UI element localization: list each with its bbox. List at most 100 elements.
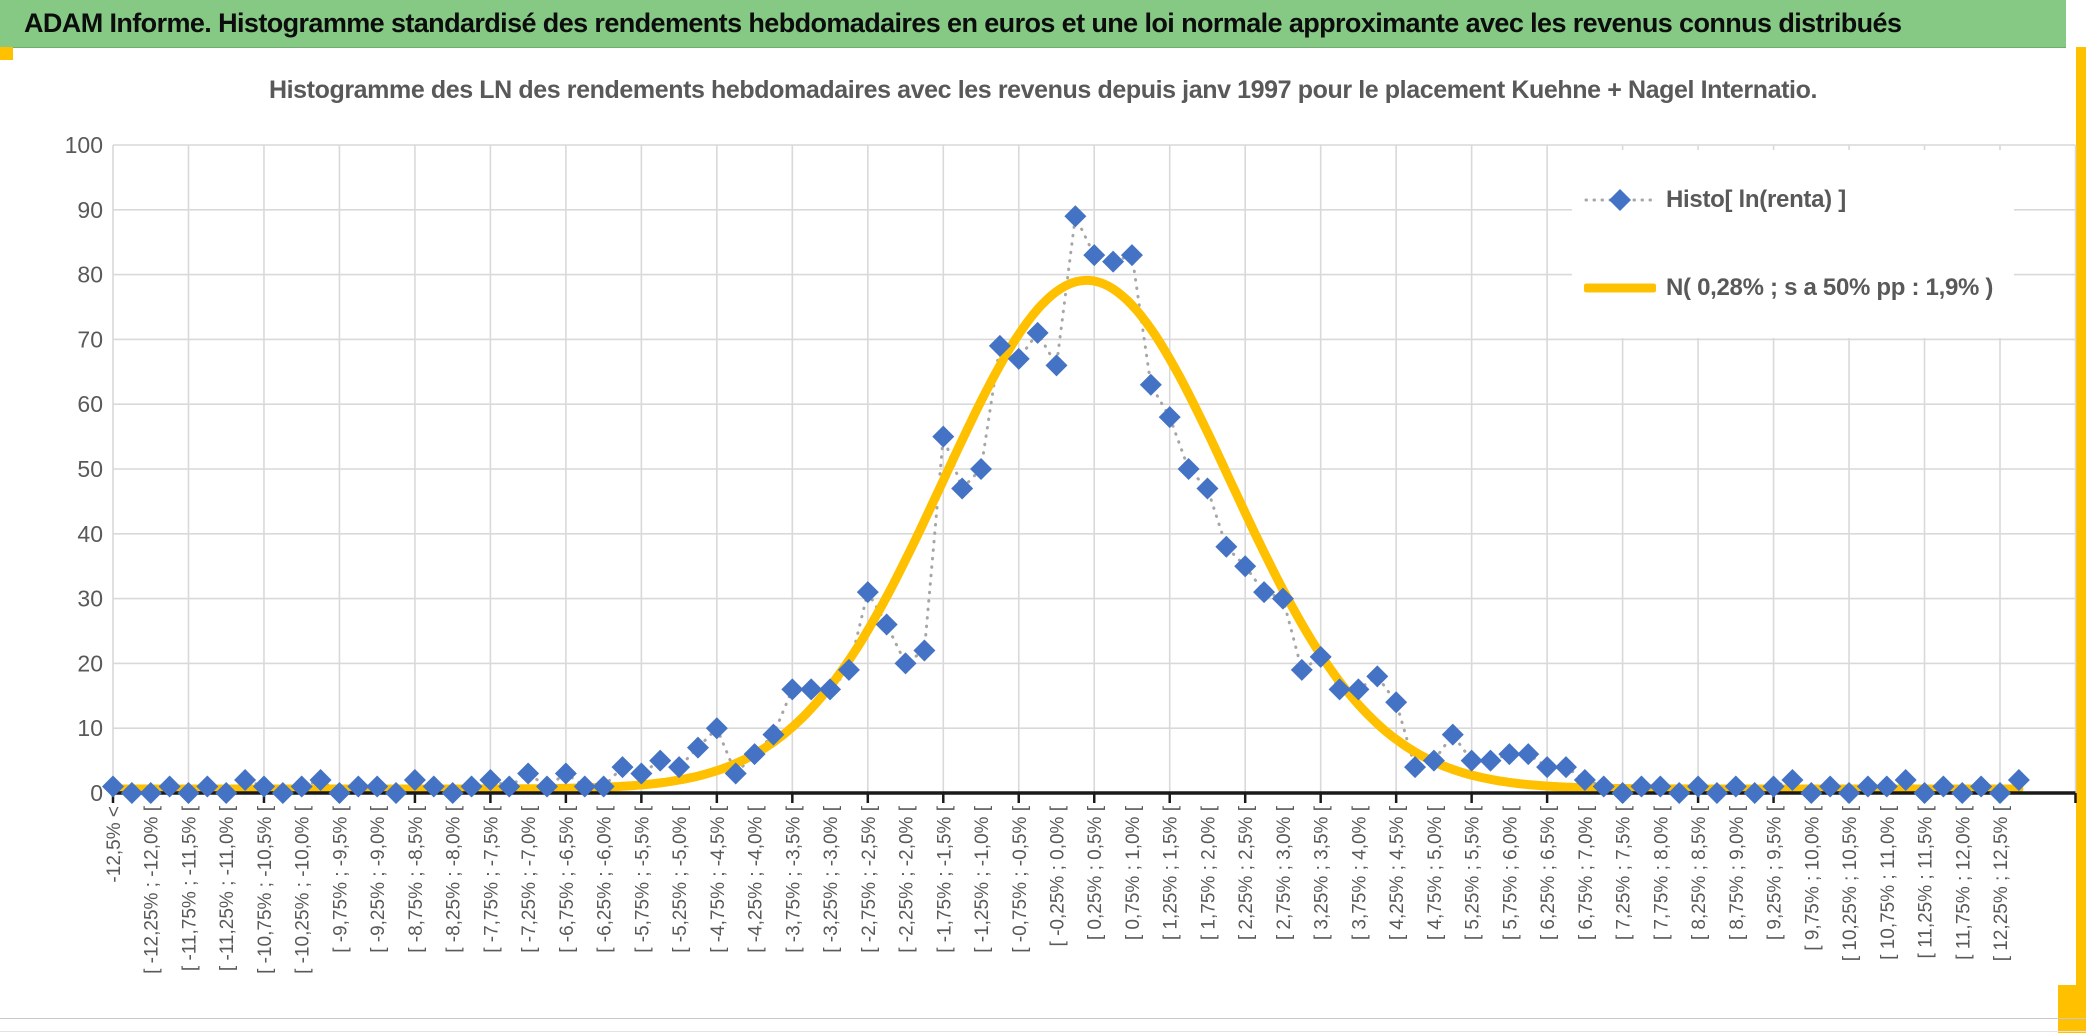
svg-text:[ 1,75% ; 2,0% [: [ 1,75% ; 2,0% [ <box>1198 805 1219 940</box>
data-point <box>102 775 124 798</box>
svg-text:[ -4,75% ; -4,5% [: [ -4,75% ; -4,5% [ <box>708 805 729 953</box>
data-point <box>1800 782 1823 804</box>
data-point <box>347 775 370 798</box>
data-point <box>1102 250 1125 273</box>
data-point <box>1781 769 1804 792</box>
data-point <box>1290 658 1313 681</box>
svg-text:60: 60 <box>77 391 103 417</box>
svg-text:[ -0,75% ; -0,5% [: [ -0,75% ; -0,5% [ <box>1010 805 1031 953</box>
thick-line-icon <box>1584 283 1656 293</box>
svg-text:[ -11,75% ; -11,5% [: [ -11,75% ; -11,5% [ <box>179 805 200 971</box>
data-point <box>1026 321 1049 344</box>
svg-text:[ -0,25% ; 0,0% [: [ -0,25% ; 0,0% [ <box>1048 805 1069 946</box>
svg-text:[ 11,25% ; 11,5% [: [ 11,25% ; 11,5% [ <box>1916 805 1937 958</box>
svg-text:[ -3,75% ; -3,5% [: [ -3,75% ; -3,5% [ <box>783 805 804 953</box>
data-point <box>875 613 898 636</box>
data-point <box>1215 535 1238 558</box>
svg-text:20: 20 <box>77 650 103 676</box>
data-point <box>1875 775 1898 798</box>
data-point <box>403 769 426 792</box>
svg-text:[ 0,75% ; 1,0% [: [ 0,75% ; 1,0% [ <box>1123 805 1144 940</box>
svg-text:[ 2,75% ; 3,0% [: [ 2,75% ; 3,0% [ <box>1274 805 1295 940</box>
data-point <box>649 749 672 772</box>
diamond-dotted-line-icon <box>1584 189 1656 211</box>
data-point <box>139 782 162 804</box>
data-point <box>686 736 709 759</box>
histogram-series <box>102 205 2030 804</box>
svg-text:[ -6,75% ; -6,5% [: [ -6,75% ; -6,5% [ <box>557 805 578 953</box>
svg-text:[ -6,25% ; -6,0% [: [ -6,25% ; -6,0% [ <box>595 805 616 953</box>
svg-text:70: 70 <box>77 326 103 352</box>
svg-text:[ -8,75% ; -8,5% [: [ -8,75% ; -8,5% [ <box>406 805 427 953</box>
data-point <box>1743 782 1766 804</box>
svg-text:[ -4,25% ; -4,0% [: [ -4,25% ; -4,0% [ <box>746 805 767 953</box>
svg-text:[ -12,25% ; -12,0% [: [ -12,25% ; -12,0% [ <box>142 805 163 974</box>
svg-text:[ -8,25% ; -8,0% [: [ -8,25% ; -8,0% [ <box>444 805 465 953</box>
svg-text:100: 100 <box>65 132 103 158</box>
svg-text:[ 10,75% ; 11,0% [: [ 10,75% ; 11,0% [ <box>1878 805 1899 960</box>
data-point <box>554 762 577 785</box>
data-point <box>290 775 313 798</box>
data-point <box>1819 775 1842 798</box>
data-point <box>1196 477 1219 500</box>
data-point <box>1554 756 1577 779</box>
data-point <box>1649 775 1672 798</box>
x-axis <box>111 791 2077 803</box>
data-point <box>1253 581 1276 604</box>
data-point <box>837 658 860 681</box>
data-point <box>1083 244 1106 267</box>
legend-item-normal: N( 0,28% ; s a 50% pp : 1,9% ) <box>1584 274 2014 302</box>
data-point <box>1404 756 1427 779</box>
data-point <box>1498 743 1521 766</box>
gold-accent-bottom-right <box>2058 985 2086 1033</box>
bottom-divider <box>0 1018 2086 1019</box>
data-point <box>781 678 804 701</box>
svg-text:[ 5,75% ; 6,0% [: [ 5,75% ; 6,0% [ <box>1500 805 1521 940</box>
data-point <box>1687 775 1710 798</box>
data-point <box>252 775 275 798</box>
svg-text:[ 4,25% ; 4,5% [: [ 4,25% ; 4,5% [ <box>1387 805 1408 940</box>
data-point <box>1592 775 1615 798</box>
data-point <box>1177 458 1200 480</box>
data-point <box>1724 775 1747 798</box>
data-point <box>498 775 521 798</box>
data-point <box>1007 347 1030 370</box>
svg-text:[ -7,75% ; -7,5% [: [ -7,75% ; -7,5% [ <box>481 805 502 953</box>
data-point <box>592 775 615 798</box>
data-point <box>1989 782 2011 804</box>
svg-text:[ 1,25% ; 1,5% [: [ 1,25% ; 1,5% [ <box>1161 805 1182 940</box>
svg-text:[ -9,75% ; -9,5% [: [ -9,75% ; -9,5% [ <box>330 805 351 953</box>
data-point <box>120 782 143 804</box>
svg-text:50: 50 <box>77 456 103 482</box>
data-point <box>1573 769 1596 792</box>
data-point <box>1611 782 1634 804</box>
data-point <box>630 762 653 785</box>
data-point <box>819 678 842 701</box>
gold-accent-top-left <box>0 47 13 60</box>
svg-text:-12,5% <: -12,5% < <box>104 806 125 883</box>
svg-text:[ 6,25% ; 6,5% [: [ 6,25% ; 6,5% [ <box>1538 805 1559 940</box>
data-point <box>441 782 464 804</box>
svg-text:[ -1,75% ; -1,5% [: [ -1,75% ; -1,5% [ <box>934 805 955 953</box>
data-point <box>309 769 332 792</box>
svg-text:[ -11,25% ; -11,0% [: [ -11,25% ; -11,0% [ <box>217 805 238 971</box>
svg-text:[ 3,75% ; 4,0% [: [ 3,75% ; 4,0% [ <box>1349 805 1370 940</box>
chart-title: Histogramme des LN des rendements hebdom… <box>268 76 1818 104</box>
bottom-divider-2 <box>0 1031 2086 1032</box>
svg-text:[ -2,25% ; -2,0% [: [ -2,25% ; -2,0% [ <box>897 805 918 953</box>
data-point <box>1309 645 1332 668</box>
svg-text:80: 80 <box>77 262 103 288</box>
data-point <box>1951 782 1974 804</box>
data-point <box>1517 743 1540 766</box>
data-point <box>913 639 936 662</box>
data-point <box>705 717 728 740</box>
data-point <box>234 769 257 792</box>
svg-text:[ 4,75% ; 5,0% [: [ 4,75% ; 5,0% [ <box>1425 805 1446 940</box>
data-point <box>422 775 445 798</box>
data-point <box>762 723 785 746</box>
svg-text:[ 11,75% ; 12,0% [: [ 11,75% ; 12,0% [ <box>1953 805 1974 960</box>
data-point <box>1347 678 1370 701</box>
data-point <box>1385 691 1408 714</box>
data-point <box>1064 205 1087 228</box>
